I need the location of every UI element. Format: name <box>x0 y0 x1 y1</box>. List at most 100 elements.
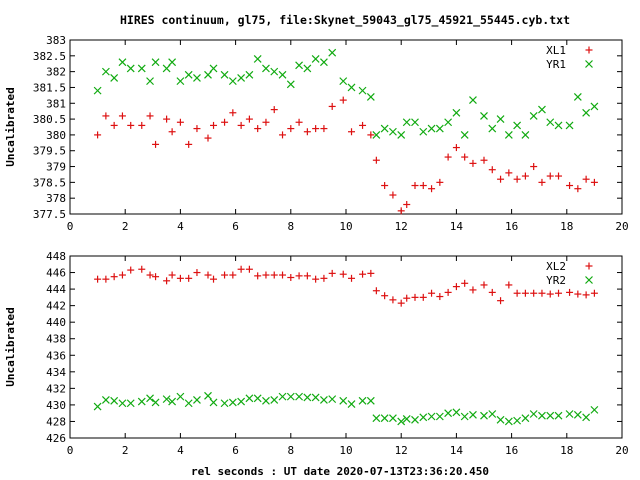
data-point <box>94 275 102 283</box>
data-point-d2 <box>521 130 530 139</box>
data-point <box>566 288 574 296</box>
data-point <box>287 274 295 282</box>
data-point <box>152 273 160 281</box>
data-point <box>339 96 347 104</box>
data-point-d2 <box>496 115 505 124</box>
legend-label: YR2 <box>546 274 566 287</box>
data-point-d2 <box>237 397 246 406</box>
x-axis-label: rel seconds : UT date 2020-07-13T23:36:2… <box>191 465 489 478</box>
data-point-d2 <box>380 414 389 423</box>
data-point-d2 <box>262 396 270 405</box>
data-point <box>436 178 444 186</box>
data-point-d2 <box>101 396 110 404</box>
data-point <box>193 125 201 133</box>
x-tick-label: 14 <box>450 444 464 457</box>
data-point <box>388 127 397 136</box>
data-point <box>574 290 582 298</box>
x-tick-label: 4 <box>177 444 184 457</box>
data-point-d2 <box>278 392 287 401</box>
data-point <box>504 130 513 139</box>
data-point-d2 <box>137 397 146 406</box>
data-point-d2 <box>480 112 488 120</box>
data-point <box>278 70 287 79</box>
data-point-d2 <box>328 48 337 57</box>
data-point-d2 <box>380 124 389 133</box>
data-point <box>245 115 253 123</box>
data-point-d2 <box>126 399 135 408</box>
data-point <box>110 396 119 405</box>
data-point-d2 <box>411 415 419 424</box>
data-point <box>380 124 389 133</box>
data-point <box>339 77 348 86</box>
data-point-d2 <box>513 416 522 425</box>
y-tick-label: 430 <box>46 399 66 412</box>
data-point-d2 <box>366 396 375 405</box>
data-point <box>428 185 436 193</box>
data-point <box>127 121 135 129</box>
y-tick-label: 426 <box>46 432 66 445</box>
data-point <box>278 392 287 401</box>
data-point <box>270 271 278 279</box>
legend-label: XL1 <box>546 44 566 57</box>
data-point <box>554 121 563 130</box>
data-point <box>163 115 171 123</box>
data-point <box>411 415 419 424</box>
data-point <box>319 58 328 67</box>
data-point <box>565 121 574 130</box>
data-point <box>427 124 436 133</box>
data-point <box>328 102 336 110</box>
data-point-d2 <box>311 393 320 402</box>
legend-marker <box>585 262 593 270</box>
data-point <box>469 159 477 167</box>
data-point <box>138 265 146 273</box>
data-point <box>513 175 521 183</box>
data-point <box>320 274 328 282</box>
data-point <box>497 297 505 305</box>
data-point-d2 <box>435 124 444 133</box>
data-point-d2 <box>146 77 154 86</box>
legend-label: YR1 <box>546 58 566 71</box>
data-point-d2 <box>110 74 119 82</box>
data-point-d2 <box>93 86 102 95</box>
data-point <box>311 393 320 402</box>
data-point <box>176 392 185 401</box>
data-point <box>504 417 513 426</box>
y-tick-label: 383 <box>46 34 66 47</box>
x-tick-label: 18 <box>560 444 573 457</box>
data-point <box>319 396 328 404</box>
data-point-d2 <box>162 395 171 404</box>
data-point-d2 <box>444 409 453 418</box>
data-point-d2 <box>419 127 428 136</box>
data-point <box>521 414 530 423</box>
data-point <box>366 396 375 405</box>
x-tick-label: 6 <box>232 220 239 233</box>
data-point <box>328 395 337 404</box>
data-point <box>372 287 380 295</box>
data-point-d2 <box>538 105 546 114</box>
data-point-d2 <box>388 127 397 136</box>
x-tick-label: 8 <box>287 220 294 233</box>
data-point <box>505 169 513 177</box>
data-point <box>444 153 452 161</box>
data-point <box>411 182 419 190</box>
data-point-d2 <box>146 394 154 403</box>
data-point-d2 <box>554 121 563 130</box>
data-point-d2 <box>397 417 406 426</box>
data-point <box>193 269 201 277</box>
data-point-d2 <box>452 408 461 417</box>
data-point <box>262 271 270 279</box>
data-point-d2 <box>372 130 381 139</box>
data-point-d2 <box>262 64 270 73</box>
data-point <box>210 121 218 129</box>
data-point-d2 <box>388 414 397 423</box>
data-point-d2 <box>168 397 177 406</box>
y-tick-label: 428 <box>46 415 66 428</box>
y-tick-label: 432 <box>46 382 66 395</box>
data-point <box>210 275 218 283</box>
data-point <box>312 275 320 283</box>
data-point <box>380 414 389 423</box>
y-tick-label: 446 <box>46 267 66 280</box>
data-point <box>137 64 146 73</box>
data-point <box>488 166 496 174</box>
data-point-d2 <box>270 396 279 404</box>
